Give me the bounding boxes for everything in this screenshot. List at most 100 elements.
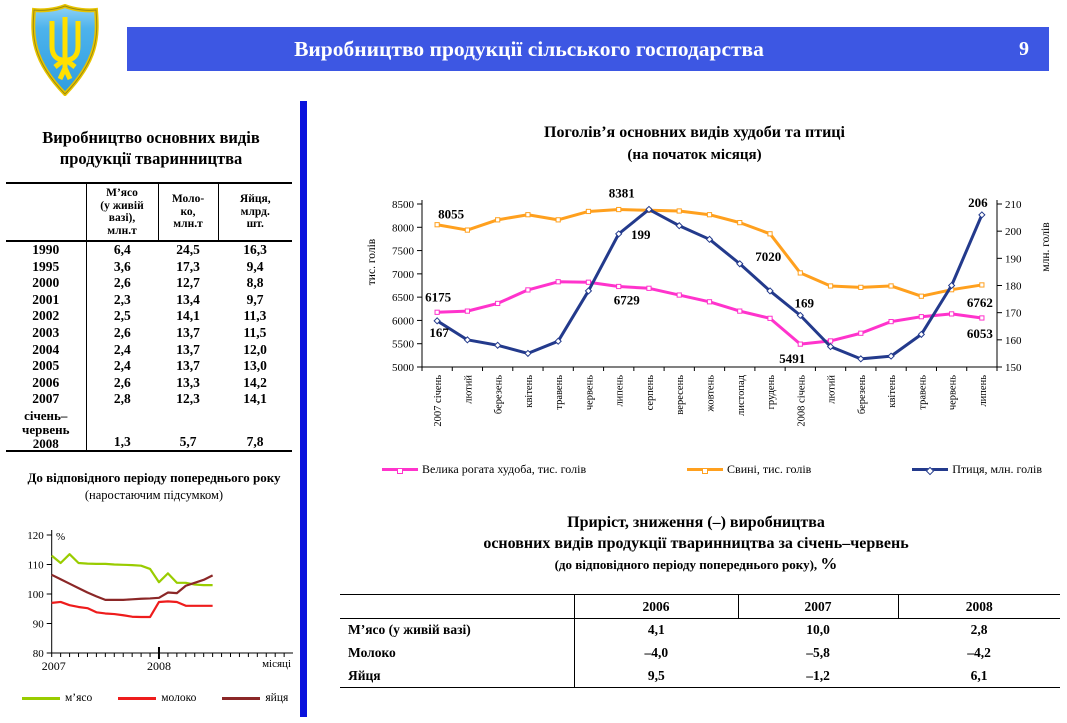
row-year: 2003 <box>6 324 87 342</box>
cell-value: 2,3 <box>113 291 131 307</box>
growth-col-2007: 2007 <box>737 594 898 619</box>
svg-text:110: 110 <box>28 560 45 572</box>
small-chart-subtitle: (наростаючим підсумком) <box>84 488 224 502</box>
growth-table-title-line2: основних видів продукції тваринництва за… <box>483 535 909 552</box>
data-label: 7020 <box>755 249 781 264</box>
data-point-marker <box>737 220 743 226</box>
legend-swatch-icon <box>382 468 418 474</box>
data-point-marker <box>675 222 683 230</box>
livestock-table-title-line2: продукції тваринництва <box>59 149 243 168</box>
legend-marker-icon <box>702 468 709 474</box>
x-tick-label: лютий <box>463 375 474 404</box>
cell-value: 8,8 <box>246 275 264 291</box>
data-point-marker <box>827 338 834 344</box>
growth-table-wrap: 2006 2007 2008 М’ясо (у живій вазі) 4,1 10… <box>340 594 1062 688</box>
legend-item: Велика рогата худоба, тис. голів <box>382 462 586 477</box>
row-label: Молоко <box>340 641 575 665</box>
cell-value: 2,8 <box>970 622 988 638</box>
cell-value: 13,7 <box>176 341 200 357</box>
x-axis-label: місяці <box>262 658 291 670</box>
cell-value: 6,1 <box>970 667 988 683</box>
cell-value: 14,2 <box>243 374 267 390</box>
data-point-marker <box>434 222 440 228</box>
data-point-marker <box>554 337 562 345</box>
svg-text:7000: 7000 <box>392 269 415 281</box>
row-year: 2000 <box>6 275 87 292</box>
data-point-marker <box>555 217 561 223</box>
data-point-marker <box>888 318 894 325</box>
livestock-table-wrap: М’ясо (у живій вазі), млн.т Моло- ко, мл… <box>6 182 294 453</box>
series-line <box>437 280 983 346</box>
data-point-marker <box>978 211 986 219</box>
legend-marker-icon <box>397 468 403 474</box>
data-label: 6729 <box>614 292 641 307</box>
svg-text:5500: 5500 <box>392 339 415 351</box>
svg-text:80: 80 <box>33 648 45 660</box>
cell-value: –4,2 <box>967 645 991 660</box>
data-point-marker <box>826 342 835 351</box>
x-tick-label: травень <box>554 375 565 410</box>
cell-value: 13,4 <box>176 291 200 307</box>
data-point-marker <box>525 287 531 293</box>
cell-value: 2,4 <box>113 358 131 374</box>
growth-table-header-row: 2006 2007 2008 <box>340 594 1060 619</box>
data-label: 6762 <box>967 295 993 310</box>
livestock-table-header-row: М’ясо (у живій вазі), млн.т Моло- ко, мл… <box>6 183 292 242</box>
cell-value: 24,5 <box>176 242 200 257</box>
data-point-marker <box>979 282 985 288</box>
data-point-marker <box>736 260 744 268</box>
col-header-empty <box>6 183 86 242</box>
cell-value: 11,3 <box>243 308 267 324</box>
cell-value: –5,8 <box>806 645 830 660</box>
x-tick-2007: 2007 <box>42 659 66 673</box>
table-row: 2002 2,5 14,1 11,3 <box>6 308 292 325</box>
x-tick-label: 2007 січень <box>433 375 444 427</box>
series-line <box>51 600 213 619</box>
data-label: 8381 <box>609 186 635 201</box>
table-row: 2004 2,4 13,7 12,0 <box>6 341 292 359</box>
data-point-marker <box>616 283 622 290</box>
legend-swatch-icon <box>22 696 60 700</box>
cell-value: –1,2 <box>806 667 830 683</box>
legend-swatch-icon <box>912 466 949 476</box>
cell-value: 16,3 <box>243 242 267 257</box>
legend-item: Свині, тис. голів <box>687 462 811 477</box>
small-chart-plot: 80 90 100 110 120 % 2007 2008 місяці <box>27 530 293 673</box>
main-chart: Поголів’я основних видів худоби та птиці… <box>322 112 1067 507</box>
series-line <box>436 208 983 298</box>
data-label: 5491 <box>779 351 805 366</box>
data-label: 169 <box>795 295 815 310</box>
cell-value: 7,8 <box>246 433 264 449</box>
x-tick-label: квітень <box>524 375 535 408</box>
data-point-marker <box>917 330 926 339</box>
row-label: Яйця <box>340 664 575 688</box>
data-point-marker <box>766 287 774 295</box>
legend-marker-icon <box>926 466 935 476</box>
series-line <box>51 573 214 602</box>
col-header-milk: Моло- ко, млн.т <box>157 183 218 242</box>
row-year: 1995 <box>6 258 87 276</box>
data-point-marker <box>676 208 682 214</box>
svg-text:190: 190 <box>1005 253 1022 265</box>
y-left-axis-label: тис. голів <box>366 238 378 285</box>
row-year: 2001 <box>6 291 87 309</box>
cell-value: 14,1 <box>176 308 200 324</box>
data-point-marker <box>887 352 895 360</box>
data-label: 6175 <box>425 289 452 304</box>
growth-table-titles: Приріст, зниження (–) виробництва основн… <box>332 512 1060 575</box>
legend-label: яйця <box>265 692 289 704</box>
data-point-marker <box>584 287 593 295</box>
svg-text:8500: 8500 <box>392 199 415 211</box>
row-year: 2004 <box>6 341 87 359</box>
cell-value: 4,1 <box>647 622 665 638</box>
data-point-marker <box>433 317 441 325</box>
growth-table-title-line1: Приріст, зниження (–) виробництва <box>567 514 825 531</box>
svg-text:8000: 8000 <box>392 222 415 234</box>
growth-table-title-text: (до відповідного періоду попереднього ро… <box>554 557 821 572</box>
x-tick-label: серпень <box>645 375 656 411</box>
table-row: Молоко –4,0 –5,8 –4,2 <box>340 641 1060 665</box>
data-point-marker <box>495 217 501 223</box>
data-label: 6053 <box>967 326 994 341</box>
data-label: 199 <box>631 227 651 242</box>
